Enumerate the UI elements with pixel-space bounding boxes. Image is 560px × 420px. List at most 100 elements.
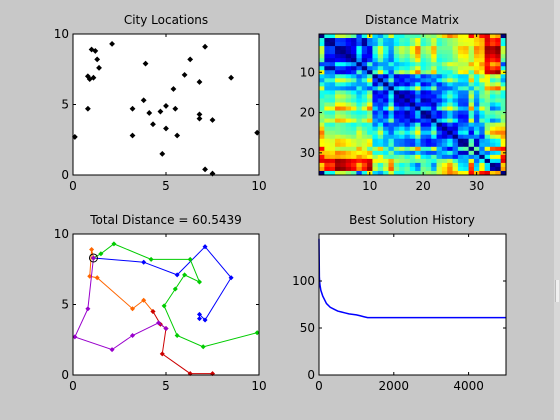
heatmap-cell: [489, 54, 496, 59]
heatmap-cell: [500, 146, 507, 152]
city-point: [90, 74, 97, 81]
heatmap-cell: [468, 138, 475, 144]
heatmap-cell: [447, 162, 453, 168]
city-point: [92, 48, 99, 54]
heatmap-cell: [404, 130, 411, 136]
heatmap-cell: [399, 110, 405, 115]
heatmap-cell: [463, 54, 469, 59]
heatmap-cell: [473, 94, 480, 99]
heatmap-cell: [473, 150, 480, 156]
heatmap-cell: [500, 66, 507, 71]
heatmap-cell: [404, 78, 411, 83]
heatmap-cell: [431, 138, 437, 144]
heatmap-cell: [383, 58, 389, 63]
heatmap-cell: [361, 82, 368, 87]
heatmap-cell: [388, 130, 395, 136]
heatmap-cell: [500, 86, 507, 91]
heatmap-cell: [335, 122, 341, 128]
heatmap-cell: [383, 98, 389, 103]
heatmap-cell: [383, 142, 389, 148]
heatmap-cell: [457, 90, 464, 95]
heatmap-cell: [463, 114, 469, 119]
heatmap-cell: [351, 74, 357, 79]
heatmap-cell: [340, 98, 347, 103]
heatmap-cell: [319, 122, 325, 128]
heatmap-cell: [383, 50, 389, 55]
heatmap-cell: [489, 46, 496, 51]
heatmap-cell: [452, 54, 459, 59]
heatmap-cell: [484, 54, 491, 59]
heatmap-cell: [479, 62, 486, 67]
heatmap-cell: [356, 166, 363, 172]
heatmap-cell: [409, 106, 416, 111]
heatmap-cell: [415, 134, 421, 140]
heatmap-cell: [468, 90, 475, 95]
y-tick-label: 20: [300, 106, 315, 120]
heatmap-cell: [388, 66, 395, 71]
city-point: [163, 103, 169, 109]
heatmap-cell: [399, 58, 405, 63]
heatmap-cell: [420, 126, 427, 132]
heatmap-cell: [436, 50, 443, 55]
heatmap-cell: [404, 34, 411, 39]
heatmap-cell: [447, 166, 453, 172]
heatmap-cell: [431, 98, 437, 103]
heatmap-cell: [351, 158, 357, 164]
heatmap-cell: [484, 98, 491, 103]
heatmap-cell: [393, 42, 400, 47]
heatmap-cell: [452, 134, 459, 140]
heatmap-cell: [473, 46, 480, 51]
city-locations-title: City Locations: [124, 13, 208, 27]
heatmap-cell: [436, 158, 443, 164]
heatmap-cell: [329, 46, 336, 51]
heatmap-cell: [495, 126, 502, 132]
heatmap-cell: [415, 90, 421, 95]
heatmap-cell: [431, 126, 437, 132]
heatmap-cell: [495, 86, 502, 91]
heatmap-cell: [489, 62, 496, 67]
heatmap-cell: [500, 78, 507, 83]
heatmap-cell: [319, 94, 325, 99]
heatmap-cell: [404, 146, 411, 152]
heatmap-cell: [463, 106, 469, 111]
heatmap-cell: [319, 162, 325, 168]
heatmap-cell: [463, 46, 469, 51]
heatmap-cell: [479, 38, 486, 43]
city-point: [86, 76, 93, 83]
heatmap-cell: [436, 150, 443, 156]
heatmap-cell: [356, 138, 363, 144]
heatmap-cell: [479, 170, 486, 176]
heatmap-cell: [441, 106, 448, 111]
heatmap-cell: [425, 66, 432, 71]
heatmap-cell: [495, 78, 502, 83]
heatmap-cell: [441, 62, 448, 67]
heatmap-cell: [335, 166, 341, 172]
heatmap-cell: [340, 126, 347, 132]
heatmap-cell: [340, 110, 347, 115]
heatmap-cell: [399, 146, 405, 152]
heatmap-cell: [447, 98, 453, 103]
heatmap-cell: [495, 122, 502, 128]
heatmap-cell: [425, 38, 432, 43]
heatmap-cell: [484, 138, 491, 144]
heatmap-cell: [345, 70, 352, 75]
heatmap-cell: [388, 122, 395, 128]
window-scrollbar[interactable]: [554, 0, 560, 420]
heatmap-cell: [441, 38, 448, 43]
heatmap-cell: [484, 66, 491, 71]
heatmap-cell: [425, 70, 432, 75]
route-point: [85, 306, 91, 312]
heatmap-cell: [324, 54, 331, 59]
heatmap-cell: [367, 110, 373, 115]
heatmap-cell: [431, 162, 437, 168]
heatmap-cell: [345, 138, 352, 144]
heatmap-cell: [479, 94, 486, 99]
heatmap-cell: [367, 58, 373, 63]
heatmap-cell: [404, 66, 411, 71]
heatmap-cell: [404, 134, 411, 140]
scrollbar-thumb[interactable]: [555, 280, 559, 302]
heatmap-cell: [447, 126, 453, 132]
heatmap-cell: [372, 114, 379, 119]
heatmap-cell: [425, 90, 432, 95]
heatmap-cell: [473, 118, 480, 124]
